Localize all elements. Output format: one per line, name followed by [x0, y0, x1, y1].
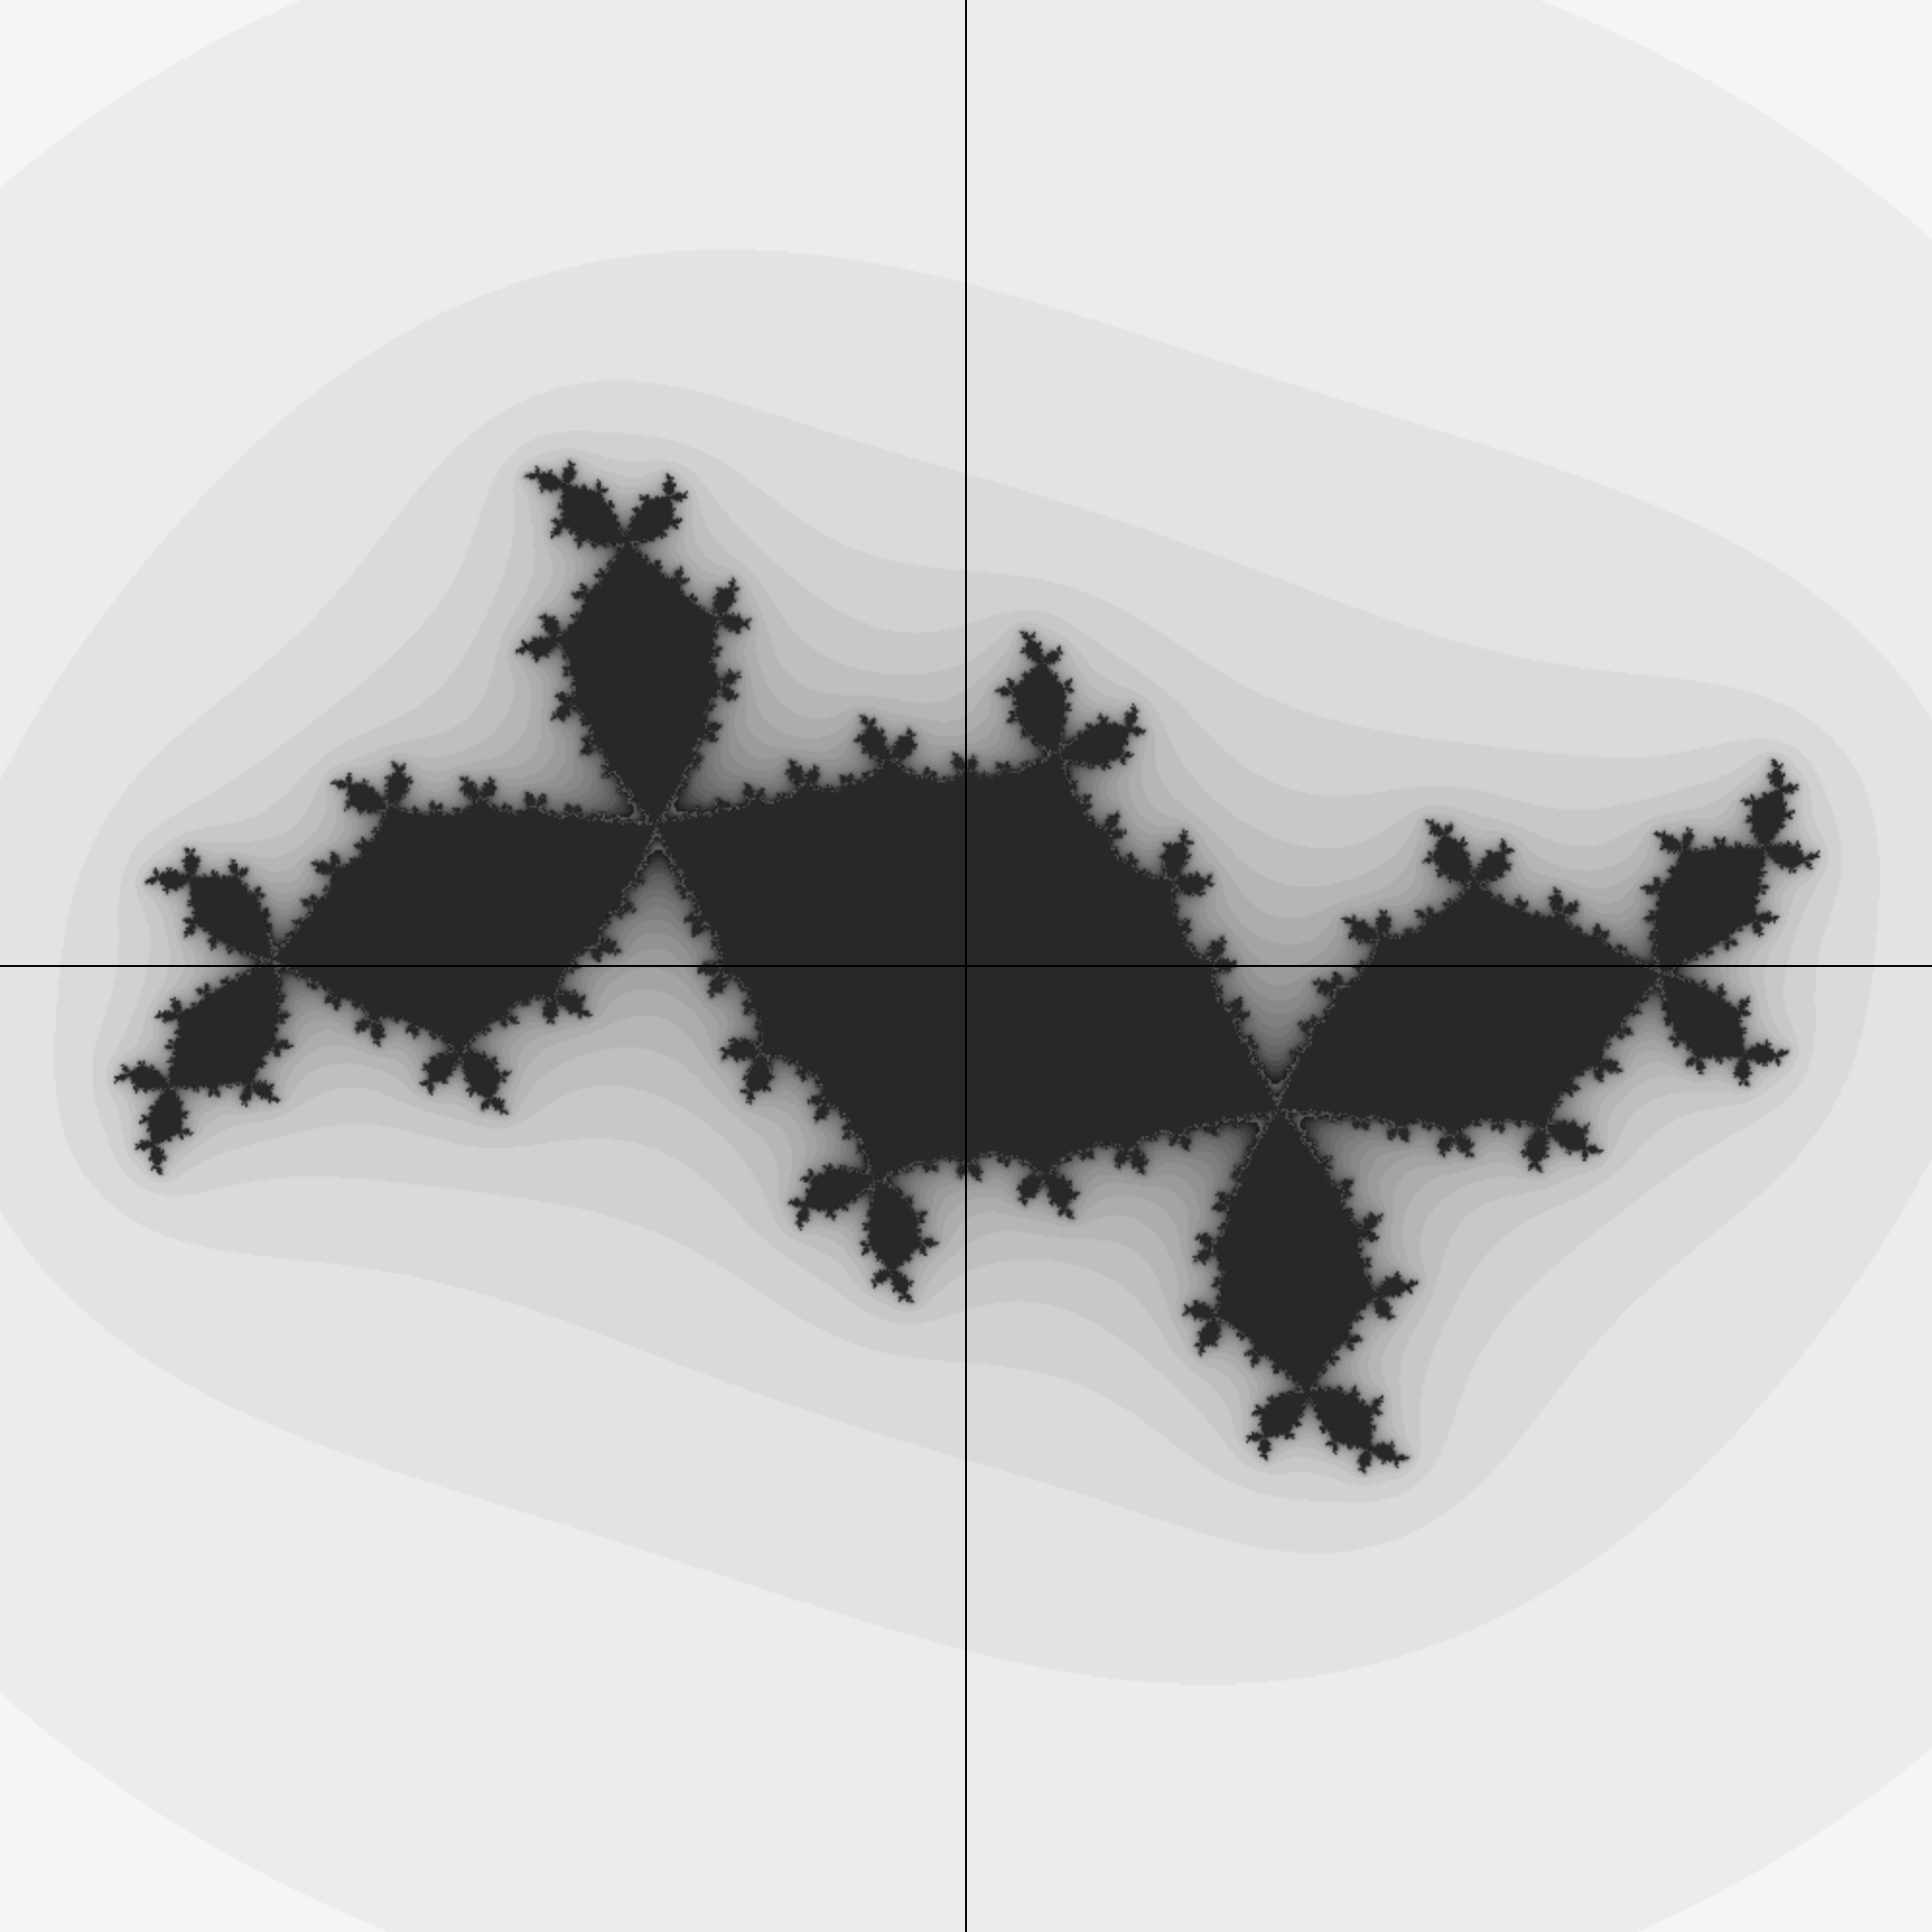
vertical-axis-line [965, 0, 967, 1932]
